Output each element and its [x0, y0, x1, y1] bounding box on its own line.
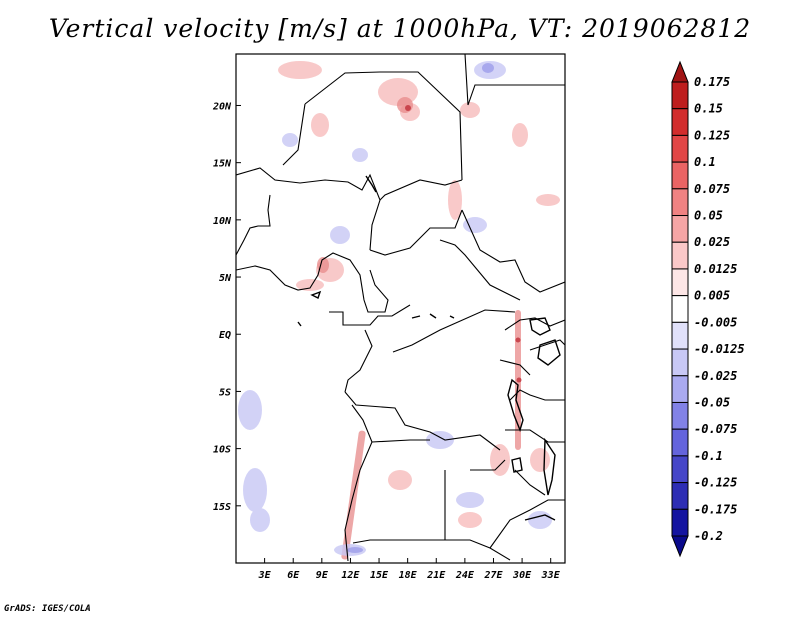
colorbar-label: 0.15 — [694, 102, 723, 116]
y-axis: 20N 15N 10N 5N EQ 5S 10S 15S — [212, 101, 241, 513]
colorbar-label: 0.05 — [694, 209, 723, 223]
colorbar-swatch — [671, 241, 689, 270]
colorbar-swatch — [671, 348, 689, 377]
colorbar-swatch — [671, 295, 689, 323]
velocity-field — [236, 54, 565, 563]
colorbar-label: -0.175 — [694, 502, 737, 516]
x-tick-label: 18E — [399, 570, 418, 581]
x-tick-label: 12E — [341, 570, 360, 581]
colorbar-bottom-arrow — [671, 535, 689, 558]
y-tick-label: 5N — [219, 273, 232, 284]
x-tick-label: 15E — [370, 570, 389, 581]
colorbar-swatch — [671, 455, 689, 484]
x-tick-label: 9E — [316, 570, 329, 581]
plot-frame — [235, 53, 566, 564]
colorbar-label: -0.005 — [694, 315, 737, 329]
colorbar-label: -0.125 — [694, 476, 737, 490]
x-tick-label: 6E — [287, 570, 300, 581]
y-tick-label: 10N — [213, 216, 232, 227]
colorbar-swatch — [671, 188, 689, 217]
colorbar-swatch — [671, 508, 689, 537]
x-tick-label: 30E — [512, 570, 532, 581]
colorbar-swatch — [671, 81, 689, 110]
colorbar-swatch — [671, 134, 689, 163]
lake-outlines — [297, 175, 561, 521]
x-tick-label: 3E — [258, 570, 272, 581]
colorbar-swatch — [671, 321, 689, 350]
colorbar-swatch — [671, 428, 689, 457]
colorbar-label: 0.175 — [694, 75, 730, 89]
colorbar-label: -0.0125 — [694, 342, 745, 356]
colorbar-top-arrow — [671, 60, 689, 83]
x-axis: 3E 6E 9E 12E 15E 18E 21E 24E 27E 30E 33E — [258, 558, 561, 581]
map-title: Vertical velocity [m/s] at 1000hPa, VT: … — [48, 14, 752, 43]
colorbar-label: -0.1 — [694, 449, 723, 463]
colorbar-swatch — [671, 375, 689, 403]
y-tick-label: 5S — [219, 387, 231, 398]
colorbar-swatch — [671, 482, 689, 510]
y-tick-label: 10S — [213, 445, 231, 456]
grads-credit: GrADS: IGES/COLA — [4, 604, 91, 614]
colorbar-swatch — [671, 268, 689, 297]
x-tick-label: 21E — [426, 570, 446, 581]
colorbar: 0.175 0.15 0.125 0.1 0.075 0.05 0.025 0.0125 0.0… — [671, 60, 745, 558]
colorbar-label: 0.125 — [694, 128, 730, 142]
x-tick-label: 27E — [483, 570, 503, 581]
y-tick-label: 15N — [213, 159, 232, 170]
colorbar-swatch — [671, 215, 689, 243]
colorbar-label: 0.025 — [694, 235, 730, 249]
colorbar-swatch — [671, 161, 689, 190]
x-tick-label: 24E — [455, 570, 475, 581]
colorbar-label: -0.075 — [694, 422, 737, 436]
y-tick-label: EQ — [219, 330, 231, 341]
y-tick-label: 20N — [212, 101, 232, 112]
y-tick-label: 15S — [213, 502, 231, 513]
colorbar-label: -0.05 — [694, 395, 730, 409]
colorbar-label: 0.0125 — [694, 262, 737, 276]
x-tick-label: 33E — [541, 570, 561, 581]
colorbar-label: -0.2 — [694, 529, 723, 543]
colorbar-label: 0.1 — [694, 155, 716, 169]
colorbar-label: 0.075 — [694, 182, 730, 196]
colorbar-swatch — [671, 401, 689, 430]
colorbar-label: 0.005 — [694, 289, 730, 303]
colorbar-label: -0.025 — [694, 369, 737, 383]
colorbar-swatch — [671, 108, 689, 136]
